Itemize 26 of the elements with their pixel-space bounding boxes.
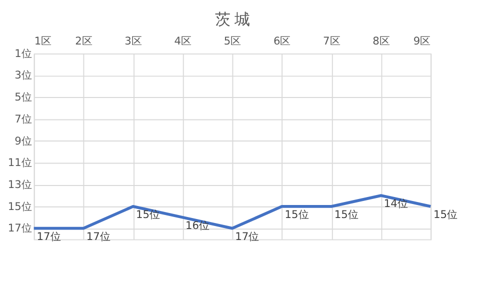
x-tick-label: 3区 <box>124 34 142 48</box>
x-tick-label: 6区 <box>273 34 292 48</box>
x-tick-label: 9区 <box>413 34 432 48</box>
line-series <box>32 194 432 230</box>
x-tick-label: 7区 <box>323 34 341 48</box>
y-tick-label: 9位 <box>14 134 32 148</box>
y-tick-label: 5位 <box>14 90 32 104</box>
y-tick-label: 13位 <box>8 178 32 191</box>
chart-title: 茨 城 <box>214 10 250 28</box>
y-tick-label: 11位 <box>8 156 32 170</box>
data-label: 17位 <box>235 230 260 243</box>
x-tick-label: 1区 <box>34 34 52 48</box>
x-tick-label: 4区 <box>174 34 192 48</box>
y-tick-label: 3位 <box>14 68 32 82</box>
data-label: 17位 <box>36 230 62 243</box>
y-tick-label: 7位 <box>14 112 32 126</box>
x-tick-label: 8区 <box>372 34 390 48</box>
y-tick-label: 17位 <box>8 222 32 235</box>
data-label: 17位 <box>86 230 111 243</box>
data-label: 15位 <box>434 208 458 222</box>
y-tick-label: 15位 <box>8 200 32 213</box>
data-label: 15位 <box>334 208 359 222</box>
data-label: 15位 <box>284 208 310 222</box>
x-tick-label: 2区 <box>75 34 93 48</box>
x-tick-label: 5区 <box>224 34 242 48</box>
y-tick-label: 1位 <box>14 46 32 60</box>
